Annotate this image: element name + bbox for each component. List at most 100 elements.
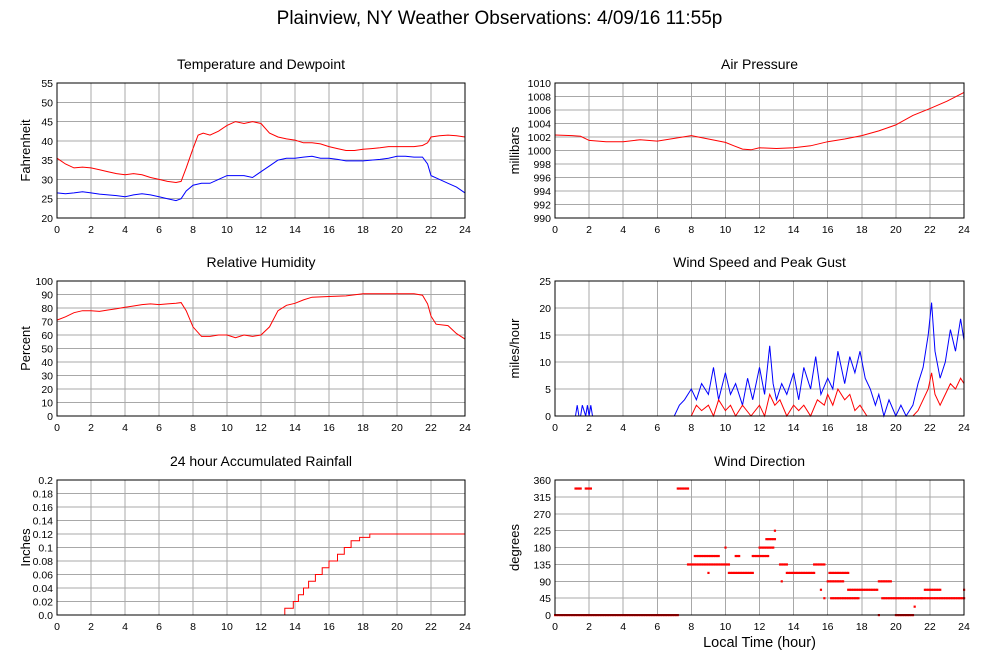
- y-tick-label: 1000: [528, 146, 552, 158]
- y-tick-label: 0: [545, 610, 551, 622]
- y-tick-label: 0: [545, 411, 551, 423]
- direction-point: [700, 563, 703, 566]
- direction-point: [707, 563, 710, 566]
- y-axis-label: Percent: [18, 326, 33, 371]
- direction-point: [715, 554, 719, 558]
- direction-point: [758, 554, 761, 558]
- direction-point: [797, 571, 800, 575]
- direction-point: [693, 563, 696, 566]
- direction-point: [903, 597, 906, 600]
- x-tick-label: 18: [357, 621, 369, 633]
- direction-point: [934, 588, 937, 591]
- direction-point: [882, 597, 886, 600]
- direction-point: [855, 588, 858, 591]
- direction-point: [785, 563, 788, 566]
- direction-point: [577, 487, 581, 490]
- direction-point: [760, 546, 763, 549]
- chart-title: Temperature and Dewpoint: [177, 56, 345, 72]
- y-tick-label: 1002: [528, 132, 552, 144]
- direction-point: [770, 538, 773, 541]
- y-tick-label: 5: [545, 384, 551, 396]
- direction-point: [714, 563, 717, 566]
- direction-point: [831, 571, 834, 575]
- direction-point: [813, 571, 816, 575]
- series-line-1: [56, 293, 466, 340]
- direction-point: [707, 554, 710, 558]
- direction-point: [833, 580, 836, 583]
- y-tick-label: 0.06: [33, 570, 54, 582]
- x-tick-label: 22: [924, 621, 936, 633]
- direction-point: [928, 588, 932, 591]
- y-tick-label: 998: [533, 159, 551, 171]
- x-tick-label: 22: [924, 422, 936, 434]
- y-tick-label: 40: [41, 357, 53, 369]
- direction-point: [830, 571, 833, 575]
- direction-point: [717, 554, 720, 558]
- direction-point: [703, 554, 707, 558]
- direction-point: [823, 597, 826, 600]
- direction-point: [896, 597, 899, 600]
- x-tick-label: 24: [459, 422, 471, 434]
- direction-point: [944, 597, 947, 600]
- x-tick-label: 4: [122, 422, 128, 434]
- y-tick-label: 996: [533, 173, 551, 185]
- direction-point: [886, 580, 889, 583]
- x-tick-label: 2: [586, 422, 592, 434]
- direction-point: [835, 580, 838, 583]
- direction-point: [853, 588, 857, 591]
- direction-point: [842, 571, 845, 575]
- direction-point: [782, 563, 785, 566]
- x-axis-label: Local Time (hour): [703, 635, 816, 651]
- x-tick-label: 10: [221, 422, 233, 434]
- direction-point: [586, 487, 589, 490]
- direction-point: [930, 597, 933, 600]
- direction-point: [686, 487, 690, 490]
- y-tick-label: 1004: [528, 119, 552, 131]
- direction-point: [923, 588, 927, 591]
- direction-point: [831, 580, 834, 583]
- y-tick-label: 0.12: [33, 529, 54, 541]
- direction-point: [736, 554, 739, 558]
- direction-point: [862, 588, 865, 591]
- direction-point: [930, 588, 933, 591]
- x-tick-label: 0: [54, 224, 60, 236]
- x-tick-label: 24: [958, 422, 970, 434]
- direction-point: [884, 597, 887, 600]
- direction-point: [888, 580, 891, 583]
- y-tick-label: 100: [35, 276, 53, 288]
- direction-point: [773, 529, 777, 532]
- direction-point: [806, 571, 809, 575]
- chart-humidity: 0 2 4 6 8 10 12 14 16 18 20 22 240102030405060708090…: [18, 254, 471, 434]
- direction-point: [744, 571, 748, 575]
- x-tick-label: 14: [788, 621, 800, 633]
- direction-point: [833, 571, 836, 575]
- y-tick-label: 1008: [528, 92, 552, 104]
- direction-point: [727, 571, 731, 575]
- y-tick-label: 225: [533, 526, 551, 538]
- direction-point: [686, 563, 690, 566]
- direction-point: [898, 597, 901, 600]
- direction-point: [760, 554, 763, 558]
- direction-point: [743, 571, 746, 575]
- direction-point: [906, 597, 909, 600]
- direction-point: [778, 563, 782, 566]
- direction-point: [857, 597, 860, 600]
- x-tick-label: 6: [156, 422, 162, 434]
- x-tick-label: 6: [654, 224, 660, 236]
- chart-temp: 0 2 4 6 8 10 12 14 16 18 20 22 242025303540455055Tem…: [18, 56, 471, 236]
- direction-point: [860, 588, 863, 591]
- y-tick-label: 180: [533, 543, 551, 555]
- direction-point: [877, 580, 880, 583]
- direction-point: [848, 588, 852, 591]
- direction-point: [773, 538, 777, 541]
- x-tick-label: 0: [552, 224, 558, 236]
- direction-point: [709, 554, 712, 558]
- y-tick-label: 45: [41, 117, 53, 129]
- y-tick-label: 315: [533, 492, 551, 504]
- x-tick-label: 14: [788, 224, 800, 236]
- y-tick-label: 55: [41, 78, 53, 90]
- direction-point: [772, 546, 775, 549]
- y-tick-label: 90: [539, 576, 551, 588]
- direction-point: [886, 597, 889, 600]
- direction-point: [935, 597, 938, 600]
